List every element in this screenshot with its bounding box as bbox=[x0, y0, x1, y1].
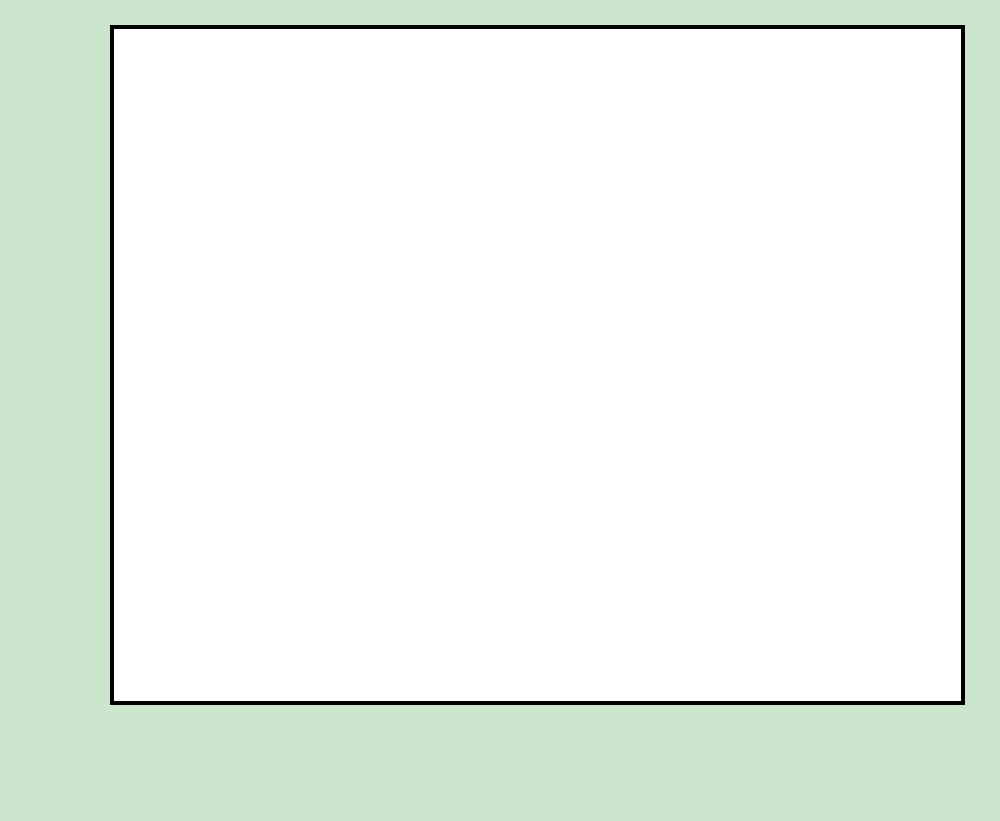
chart-svg bbox=[114, 29, 961, 701]
figure-container bbox=[0, 0, 1000, 821]
plot-area bbox=[110, 25, 965, 705]
